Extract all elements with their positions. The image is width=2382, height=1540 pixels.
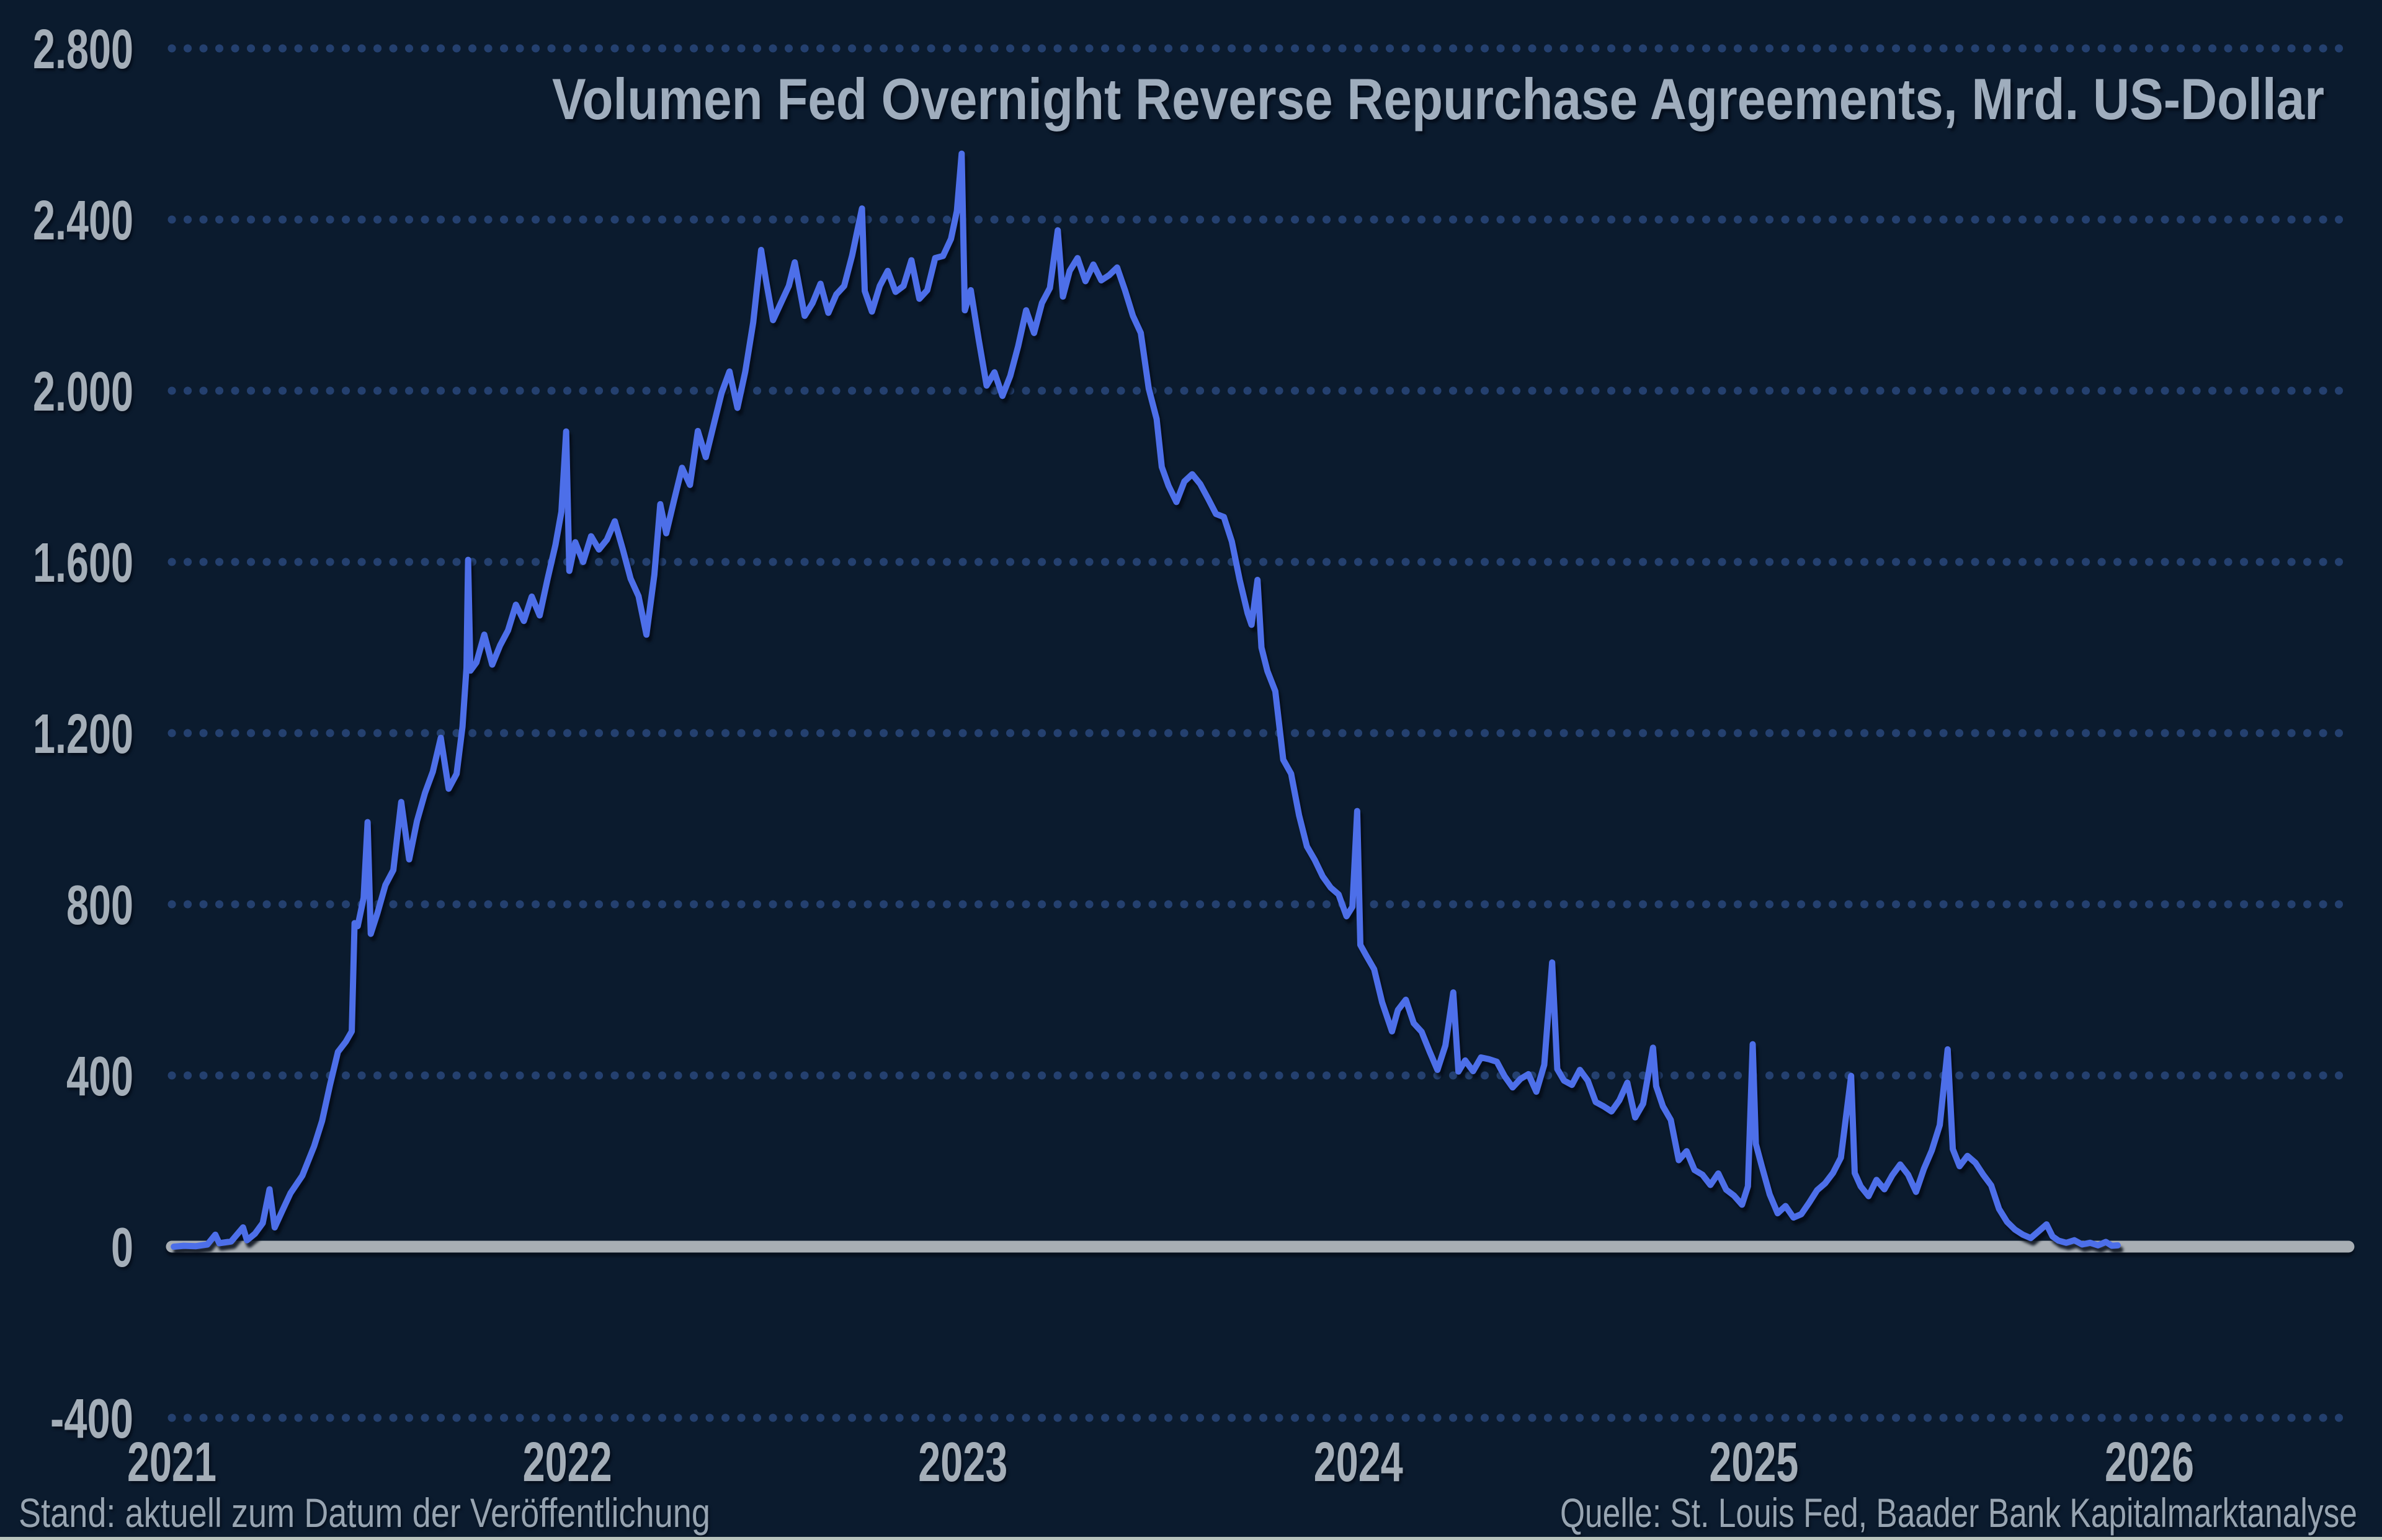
series-group: [171, 150, 2121, 1250]
axis-labels-group: 2.800 2.400 2.000 1.600 1.200 800 400 0 -4002021…: [33, 19, 2194, 1493]
y-axis-label: 1.600: [33, 532, 133, 594]
footnote-stand: Stand: aktuell zum Datum der Veröffentli…: [19, 1490, 710, 1536]
y-axis-label: -400: [50, 1388, 133, 1450]
y-axis-label: 800: [66, 875, 133, 937]
chart-title: Volumen Fed Overnight Reverse Repurchase…: [552, 66, 2324, 131]
y-axis-label: 2.000: [33, 361, 133, 423]
y-axis-label: 2.400: [33, 190, 133, 252]
x-axis-label: 2021: [127, 1431, 216, 1493]
x-axis-label: 2023: [918, 1431, 1007, 1493]
footnote-source: Quelle: St. Louis Fed, Baader Bank Kapit…: [1560, 1490, 2357, 1536]
y-axis-label: 1.200: [33, 703, 133, 765]
x-axis-label: 2022: [523, 1431, 612, 1493]
x-axis-label: 2024: [1314, 1431, 1403, 1493]
x-axis-label: 2025: [1709, 1431, 1798, 1493]
y-axis-label: 2.800: [33, 19, 133, 81]
onrrp-volume-line: [171, 150, 2121, 1250]
gridlines-group: [166, 44, 2355, 1422]
bottom-border: [0, 1537, 2382, 1540]
y-axis-label: 400: [66, 1046, 133, 1108]
y-axis-label: 0: [111, 1217, 133, 1279]
x-axis-label: 2026: [2105, 1431, 2194, 1493]
